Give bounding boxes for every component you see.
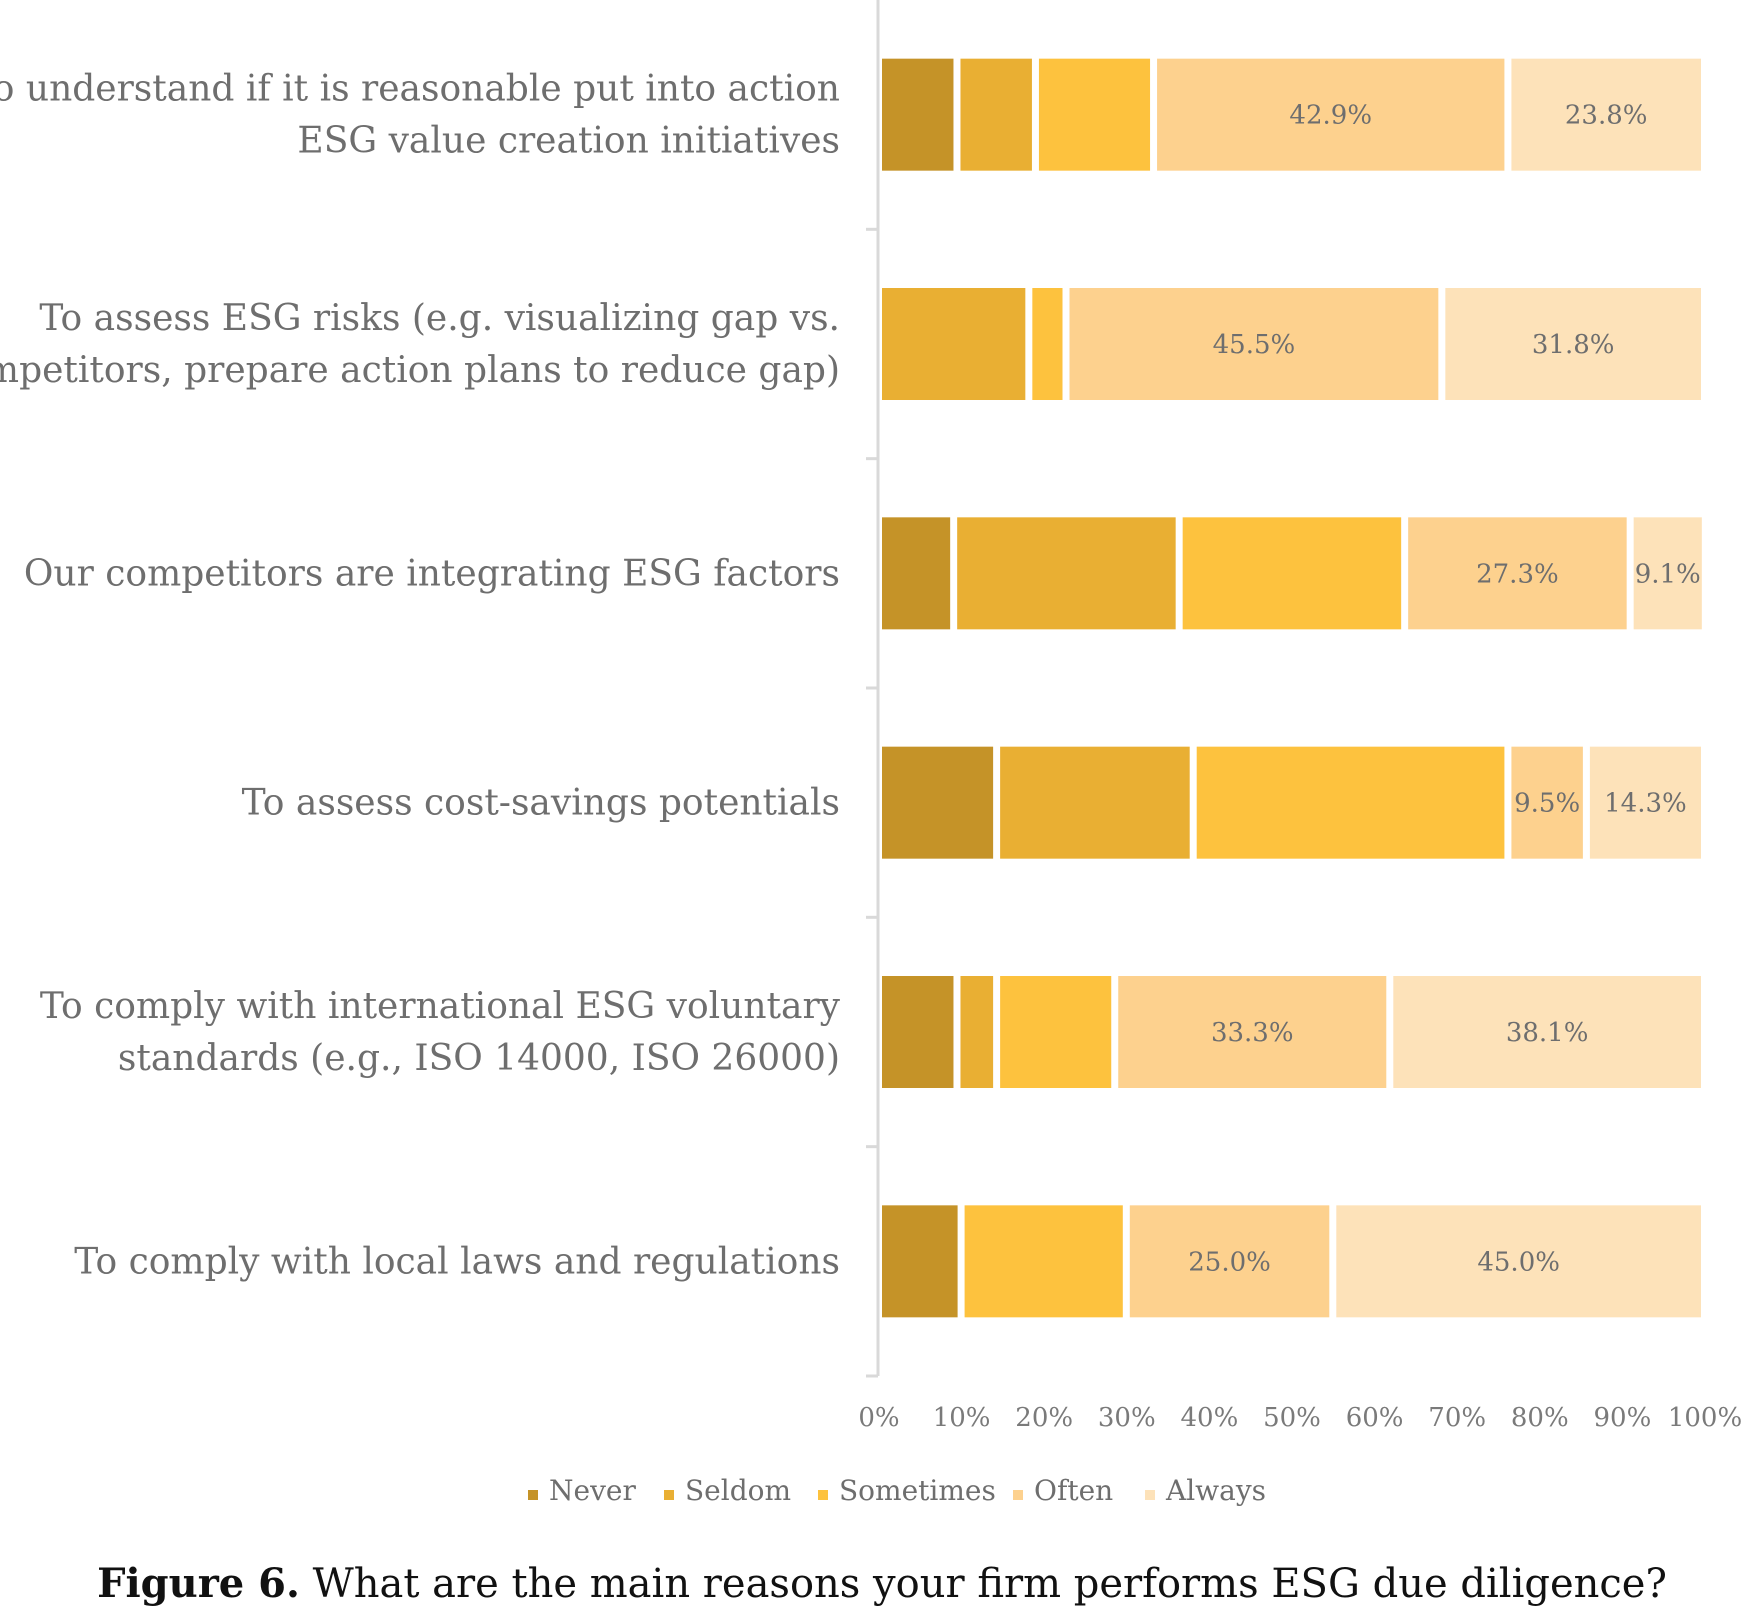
- category-label: Our competitors are integrating ESG fact…: [24, 553, 840, 594]
- x-tick-label: 60%: [1346, 1403, 1404, 1433]
- bar-segment-never: [882, 517, 951, 630]
- data-label: 38.1%: [1506, 1018, 1589, 1048]
- stacked-bar-chart: 0% 10% 20% 30% 40% 50% 60% 70% 80% 90% 100% To und…: [0, 0, 1742, 1507]
- axis-layer: 0% 10% 20% 30% 40% 50% 60% 70% 80% 90% 100%: [858, 0, 1742, 1433]
- legend-label: Sometimes: [839, 1474, 996, 1507]
- bars-layer: [882, 58, 1702, 1318]
- category-label-line: To assess cost-savings potentials: [242, 783, 840, 824]
- category-label-line: To assess ESG risks (e.g. visualizing ga…: [39, 298, 840, 339]
- bar-segment-often: [1129, 1205, 1330, 1318]
- bar-segment-sometimes: [1000, 976, 1112, 1088]
- legend-label: Often: [1034, 1474, 1113, 1507]
- bar-segment-sometimes: [1196, 746, 1505, 859]
- bar-segment-sometimes: [1032, 288, 1063, 400]
- data-label: 33.3%: [1211, 1018, 1294, 1048]
- category-label: To assess cost-savings potentials: [242, 783, 840, 824]
- bar-segment-never: [882, 746, 994, 859]
- category-label: To comply with international ESG volunta…: [40, 986, 841, 1079]
- data-label: 31.8%: [1532, 330, 1615, 360]
- bar-segment-always: [1445, 288, 1701, 400]
- bar-segment-seldom: [957, 517, 1176, 630]
- x-tick-label: 0%: [858, 1403, 899, 1433]
- bar-segment-sometimes: [1182, 517, 1402, 630]
- data-label: 27.3%: [1476, 559, 1559, 589]
- bar-segment-never: [882, 58, 954, 171]
- bar-segment-often: [1069, 288, 1439, 400]
- legend: Never Seldom Sometimes Often Always: [528, 1474, 1266, 1507]
- category-label: To assess ESG risks (e.g. visualizing ga…: [0, 298, 840, 391]
- bar-segment-always: [1589, 746, 1701, 859]
- data-label: 42.9%: [1289, 101, 1372, 131]
- category-label: To comply with local laws and regulation…: [74, 1241, 840, 1282]
- bar-segment-sometimes: [1038, 58, 1151, 171]
- legend-label: Always: [1165, 1474, 1266, 1507]
- category-label-line: To understand if it is reasonable put in…: [0, 69, 840, 110]
- data-label: 9.1%: [1635, 559, 1701, 589]
- category-label-line: To comply with local laws and regulation…: [74, 1241, 840, 1282]
- bar-segment-sometimes: [964, 1205, 1123, 1318]
- x-tick-label: 70%: [1428, 1403, 1486, 1433]
- data-label: 14.3%: [1604, 789, 1687, 819]
- x-tick-label: 50%: [1263, 1403, 1321, 1433]
- bar-segment-seldom: [960, 58, 1032, 171]
- legend-swatch-often: [1013, 1490, 1023, 1500]
- legend-swatch-never: [528, 1490, 538, 1500]
- data-label: 45.5%: [1213, 330, 1296, 360]
- bar-segment-seldom: [960, 976, 994, 1088]
- legend-swatch-seldom: [664, 1490, 674, 1500]
- x-tick-label: 10%: [933, 1403, 991, 1433]
- bar-segment-never: [882, 1205, 958, 1318]
- figure-caption: Figure 6. What are the main reasons your…: [0, 1560, 1764, 1607]
- bar-segment-always: [1393, 976, 1701, 1088]
- x-tick-label: 20%: [1015, 1403, 1073, 1433]
- caption-label: Figure 6.: [97, 1560, 300, 1607]
- caption-text: What are the main reasons your firm perf…: [312, 1561, 1667, 1607]
- legend-label: Seldom: [685, 1474, 791, 1507]
- bar-segment-seldom: [1000, 746, 1190, 859]
- bar-segment-often: [1408, 517, 1627, 630]
- bar-segment-seldom: [882, 288, 1026, 400]
- x-tick-label: 40%: [1181, 1403, 1239, 1433]
- bar-segment-always: [1633, 517, 1702, 630]
- bar-segment-often: [1157, 58, 1505, 171]
- x-tick-label: 80%: [1511, 1403, 1569, 1433]
- labels-layer: To understand if it is reasonable put in…: [0, 69, 1701, 1283]
- data-label: 25.0%: [1188, 1247, 1271, 1277]
- category-label-line: Our competitors are integrating ESG fact…: [24, 553, 840, 594]
- category-label-line: standards (e.g., ISO 14000, ISO 26000): [118, 1038, 840, 1079]
- category-label-line: competitors, prepare action plans to red…: [0, 350, 840, 391]
- bar-segment-often: [1118, 976, 1387, 1088]
- x-tick-label: 90%: [1594, 1403, 1652, 1433]
- x-tick-label: 30%: [1098, 1403, 1156, 1433]
- legend-swatch-always: [1145, 1490, 1155, 1500]
- category-label-line: ESG value creation initiatives: [297, 121, 840, 162]
- data-label: 23.8%: [1565, 101, 1648, 131]
- bar-segment-always: [1511, 58, 1701, 171]
- bar-segment-never: [882, 976, 954, 1088]
- category-label-line: To comply with international ESG volunta…: [40, 986, 841, 1027]
- data-label: 45.0%: [1477, 1247, 1560, 1277]
- x-tick-label: 100%: [1668, 1403, 1742, 1433]
- legend-swatch-sometimes: [818, 1490, 828, 1500]
- legend-label: Never: [549, 1474, 636, 1507]
- bar-segment-often: [1511, 746, 1583, 859]
- category-label: To understand if it is reasonable put in…: [0, 69, 840, 162]
- bar-segment-always: [1336, 1205, 1701, 1318]
- data-label: 9.5%: [1514, 789, 1580, 819]
